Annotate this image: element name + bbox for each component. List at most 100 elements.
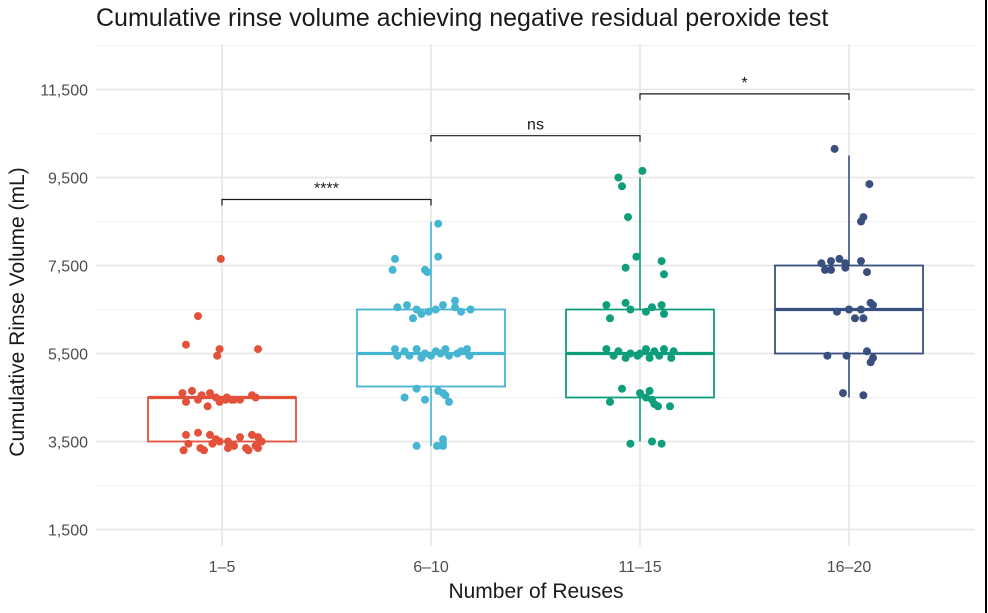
data-point	[624, 213, 632, 222]
data-point	[213, 351, 222, 360]
data-point	[403, 301, 411, 310]
data-point	[182, 397, 190, 406]
data-point	[194, 428, 202, 437]
data-point	[451, 296, 459, 305]
data-point	[436, 349, 445, 358]
data-point	[412, 384, 421, 393]
data-point	[453, 349, 462, 358]
data-point	[863, 268, 871, 277]
data-point	[645, 353, 654, 362]
data-point	[863, 347, 871, 356]
data-point	[657, 301, 666, 310]
data-point	[182, 430, 190, 439]
data-point	[254, 345, 262, 354]
data-point	[669, 347, 678, 356]
data-point	[859, 314, 868, 323]
data-point	[409, 314, 417, 323]
data-point	[866, 358, 875, 367]
data-point	[421, 395, 429, 404]
data-point	[636, 389, 644, 398]
data-point	[236, 395, 244, 404]
data-point	[466, 305, 475, 314]
significance-bracket	[221, 198, 432, 206]
data-point	[257, 437, 266, 446]
data-point	[827, 257, 835, 266]
data-point	[222, 393, 231, 402]
data-point	[412, 345, 421, 354]
data-point	[660, 345, 668, 354]
data-point	[857, 217, 865, 226]
y-tick-label: 1,500	[48, 523, 88, 540]
data-point	[830, 144, 839, 153]
data-point	[657, 257, 666, 266]
data-point	[230, 395, 238, 404]
x-tick-label: 6–10	[413, 559, 449, 576]
data-point	[445, 351, 453, 360]
data-point	[216, 254, 225, 263]
data-point	[224, 437, 232, 446]
data-point	[203, 402, 212, 411]
data-point	[200, 446, 208, 455]
data-point	[251, 393, 260, 402]
data-point	[206, 389, 214, 398]
chart-title: Cumulative rinse volume achieving negati…	[96, 4, 829, 32]
data-point	[648, 437, 656, 446]
data-point	[626, 305, 635, 314]
data-point	[463, 345, 471, 354]
data-point	[184, 439, 193, 448]
bracket-layer: **** ns *	[221, 75, 850, 206]
data-point	[841, 263, 850, 272]
data-point	[618, 182, 626, 191]
data-point	[660, 309, 668, 318]
data-point	[817, 259, 826, 268]
data-point	[839, 389, 847, 398]
x-axis-label: Number of Reuses	[448, 580, 624, 603]
data-point	[206, 430, 214, 439]
data-point	[835, 254, 844, 263]
data-point	[424, 307, 433, 316]
x-tick-label: 1–5	[209, 559, 236, 576]
data-point	[602, 345, 611, 354]
data-point	[869, 301, 877, 310]
data-point	[417, 309, 426, 318]
data-point	[393, 303, 402, 312]
data-point	[388, 265, 397, 274]
data-point	[230, 441, 238, 450]
data-point	[642, 345, 650, 354]
y-tick-label: 3,500	[48, 435, 88, 452]
data-point	[208, 439, 217, 448]
data-point	[667, 353, 676, 362]
data-point	[833, 307, 841, 316]
data-point	[441, 391, 450, 400]
data-point	[614, 173, 623, 182]
data-point	[457, 307, 465, 316]
data-point	[642, 307, 650, 316]
data-point	[857, 305, 865, 314]
data-point	[859, 391, 868, 400]
y-tick-label: 11,500	[40, 83, 88, 100]
data-point	[427, 351, 435, 360]
significance-label: ****	[314, 181, 339, 198]
y-tick-label: 5,500	[48, 347, 88, 364]
point-layer	[178, 144, 877, 455]
data-point	[626, 439, 635, 448]
data-point	[654, 402, 662, 411]
data-point	[821, 265, 829, 274]
data-point	[433, 441, 441, 450]
data-point	[660, 270, 668, 279]
data-point	[178, 389, 187, 398]
data-point	[400, 393, 409, 402]
data-point	[439, 441, 447, 450]
data-point	[606, 314, 614, 323]
significance-bracket	[639, 93, 850, 100]
significance-bracket	[430, 135, 641, 142]
data-point	[236, 433, 244, 442]
data-point	[439, 301, 447, 310]
data-point	[638, 166, 647, 175]
data-point	[194, 312, 202, 321]
x-tick-label: 16–20	[827, 559, 872, 576]
data-point	[244, 446, 253, 455]
axis-layer: 1,500 3,500 5,500 7,500 9,500 11,500 1–5 6–10 11…	[40, 83, 871, 577]
data-point	[188, 386, 196, 395]
